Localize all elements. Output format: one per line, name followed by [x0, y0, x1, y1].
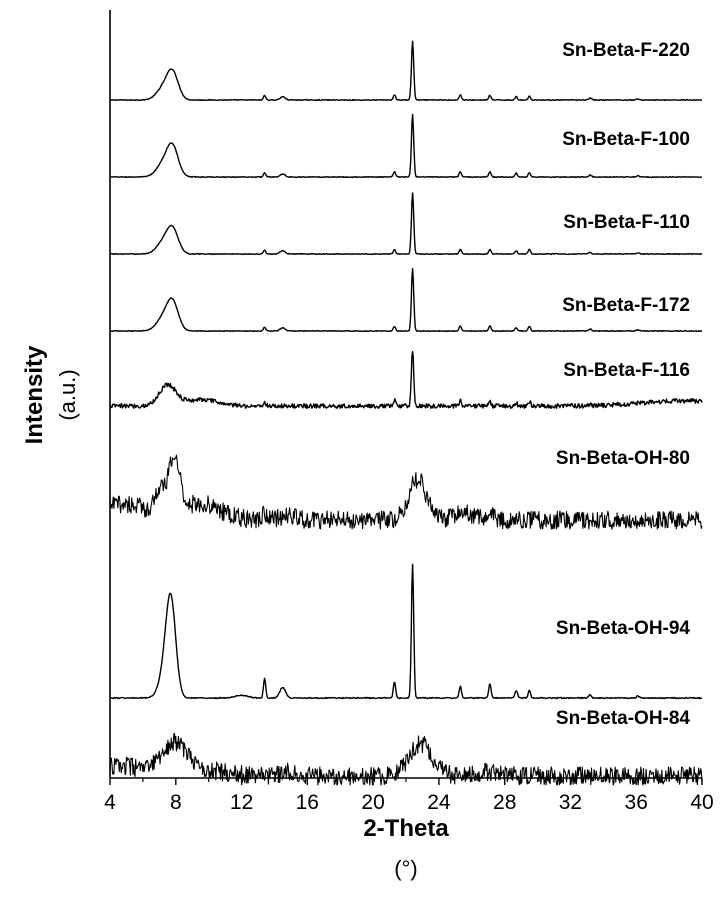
x-tick-label-28: 28 [493, 791, 516, 814]
series-label-sn-beta-f-172: Sn-Beta-F-172 [562, 295, 690, 316]
series-label-sn-beta-f-220: Sn-Beta-F-220 [562, 40, 690, 61]
series-label-sn-beta-f-100: Sn-Beta-F-100 [562, 129, 690, 150]
x-axis-unit: (°) [394, 856, 417, 881]
trace-sn-beta-f-100 [109, 113, 703, 179]
trace-sn-beta-f-116 [109, 351, 703, 409]
x-tick-label-12: 12 [230, 791, 253, 814]
trace-sn-beta-f-220 [109, 40, 702, 102]
x-tick-label-16: 16 [296, 791, 319, 814]
trace-sn-beta-oh-94 [109, 563, 703, 700]
series-label-sn-beta-f-110: Sn-Beta-F-110 [563, 212, 690, 233]
series-label-sn-beta-oh-84: Sn-Beta-OH-84 [556, 708, 691, 729]
trace-sn-beta-f-172 [109, 268, 702, 333]
plot-area: Sn-Beta-F-220 Sn-Beta-F-100 Sn-Beta-F-110 S… [104, 10, 714, 814]
x-tick-label-20: 20 [361, 791, 384, 814]
series-labels: Sn-Beta-F-220 Sn-Beta-F-100 Sn-Beta-F-110 S… [556, 40, 691, 729]
x-axis-ticks: 4 8 12 16 20 24 28 32 36 40 [104, 778, 714, 814]
xrd-traces [109, 40, 703, 786]
y-axis-title: Intensity [21, 345, 48, 444]
series-label-sn-beta-oh-80: Sn-Beta-OH-80 [556, 448, 690, 469]
x-tick-label-8: 8 [170, 791, 182, 814]
x-axis-title: 2-Theta [363, 815, 449, 842]
trace-sn-beta-f-110 [109, 192, 703, 256]
trace-sn-beta-oh-80 [109, 454, 703, 530]
x-tick-label-32: 32 [559, 791, 582, 814]
x-tick-label-36: 36 [625, 791, 648, 814]
x-tick-label-4: 4 [104, 791, 116, 814]
y-axis-unit: (a.u.) [55, 369, 80, 420]
series-label-sn-beta-oh-94: Sn-Beta-OH-94 [556, 618, 691, 639]
x-tick-label-40: 40 [690, 791, 713, 814]
series-label-sn-beta-f-116: Sn-Beta-F-116 [563, 360, 690, 381]
x-tick-label-24: 24 [427, 791, 451, 814]
